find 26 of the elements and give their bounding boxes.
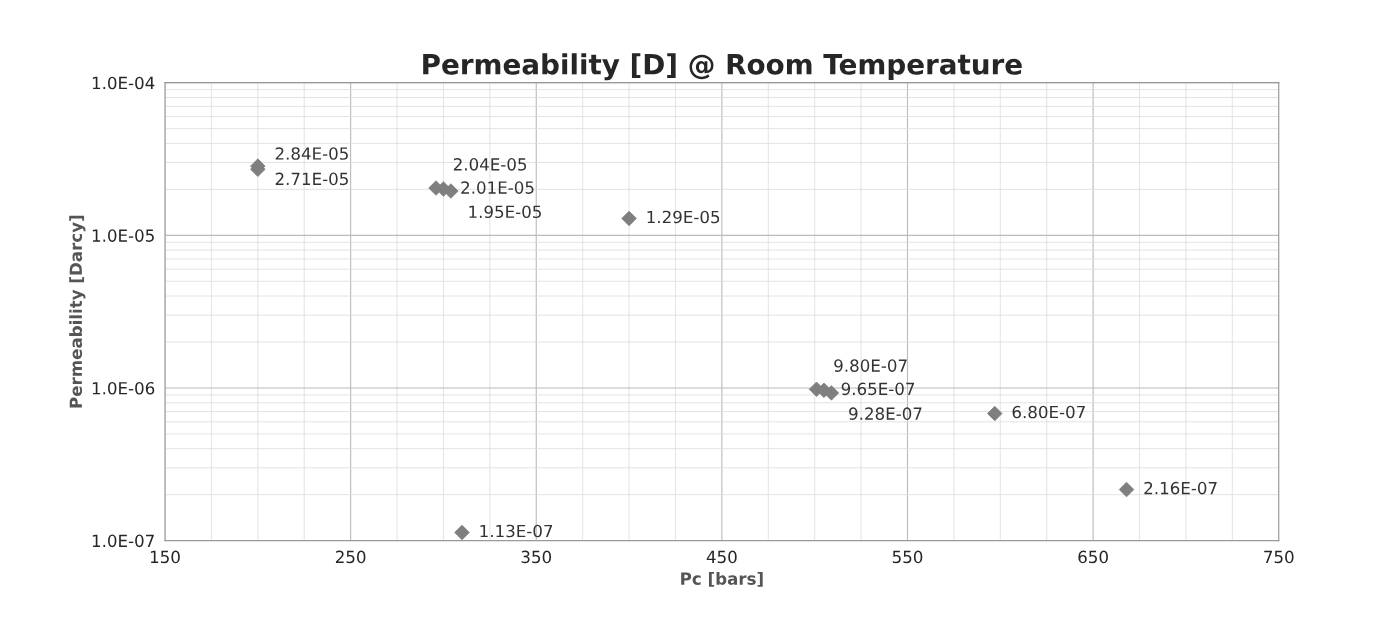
data-label: 2.01E-05 <box>461 181 534 194</box>
x-tick-label: 250 <box>335 550 366 564</box>
data-label: 6.80E-07 <box>1012 405 1085 419</box>
y-tick-label: 1.0E-04 <box>92 76 155 90</box>
data-label: 2.04E-05 <box>453 158 527 171</box>
x-tick-label: 650 <box>1078 550 1108 564</box>
x-tick-label: 150 <box>150 550 180 564</box>
data-label: 2.84E-05 <box>275 147 348 160</box>
x-tick-label: 450 <box>706 550 737 564</box>
data-label: 2.71E-05 <box>275 172 348 186</box>
y-tick-label: 1.0E-07 <box>92 534 154 548</box>
y-axis-title: Permeability [Darcy] <box>69 215 86 408</box>
x-axis-title: Pc [bars] <box>681 572 763 587</box>
chart-title: Permeability [D] @ Room Temperature <box>423 53 1022 81</box>
x-tick-label: 350 <box>521 550 552 564</box>
y-tick-label: 1.0E-06 <box>92 381 155 395</box>
x-tick-label: 750 <box>1264 550 1294 564</box>
data-label: 2.16E-07 <box>1144 481 1217 495</box>
data-label: 1.29E-05 <box>647 210 720 224</box>
data-label: 9.65E-07 <box>841 382 915 396</box>
data-label: 1.95E-05 <box>469 205 541 219</box>
data-label: 1.13E-07 <box>480 524 553 538</box>
data-label: 9.80E-07 <box>834 359 907 372</box>
y-tick-label: 1.0E-05 <box>92 229 154 242</box>
data-label: 9.28E-07 <box>849 407 922 420</box>
x-tick-label: 550 <box>892 550 923 564</box>
